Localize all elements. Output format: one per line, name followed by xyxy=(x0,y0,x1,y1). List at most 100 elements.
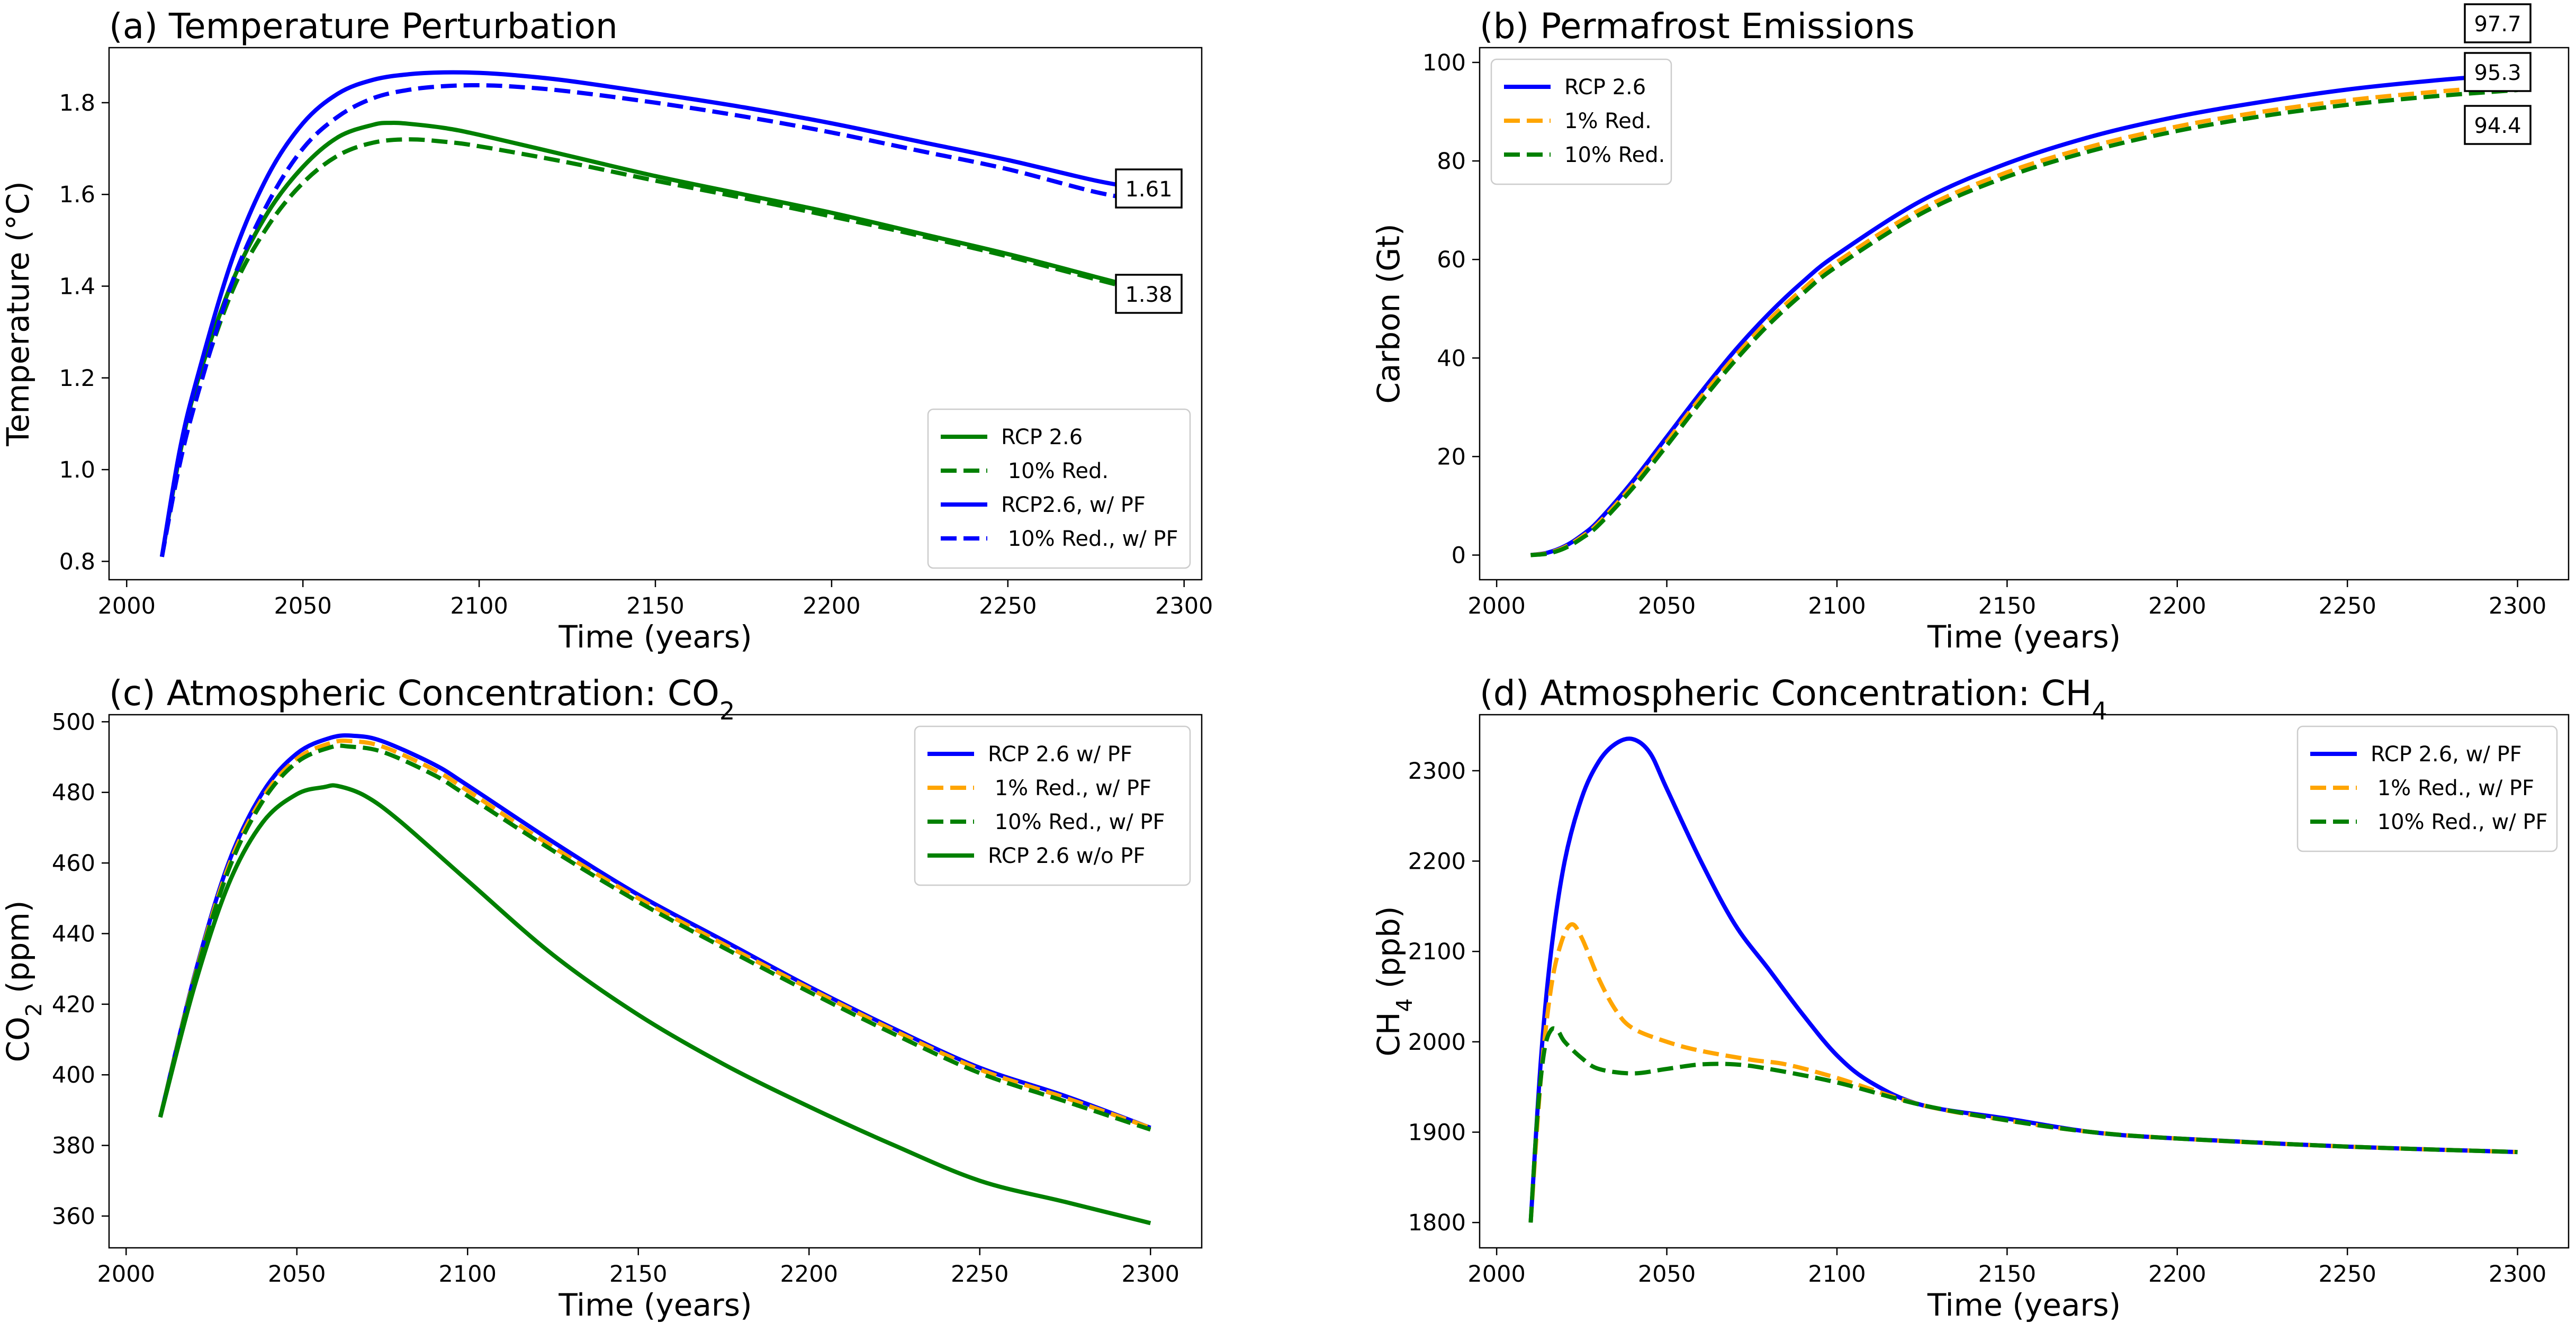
x-axis-label: Time (years) xyxy=(558,1287,752,1323)
y-tick-label: 1.2 xyxy=(59,365,95,392)
x-tick-label: 2050 xyxy=(274,593,331,619)
x-tick-label: 2200 xyxy=(780,1261,838,1288)
series-line-1 xyxy=(159,121,1150,557)
y-tick-label: 2000 xyxy=(1408,1029,1466,1056)
value-annotation: 94.4 xyxy=(2464,105,2532,145)
x-tick-label: 2150 xyxy=(609,1261,667,1288)
x-tick-label: 2100 xyxy=(439,1261,497,1288)
legend-label: 1% Red., w/ PF xyxy=(988,776,1151,800)
chart-title: (a) Temperature Perturbation xyxy=(109,6,618,47)
series-line-4 xyxy=(158,783,1151,1226)
chart-title: (b) Permafrost Emissions xyxy=(1480,6,1915,47)
x-tick-label: 2100 xyxy=(450,593,508,619)
x-axis-label: Time (years) xyxy=(1927,1287,2121,1323)
y-tick-label: 40 xyxy=(1437,345,1466,372)
plot-frame xyxy=(108,47,1203,581)
series-line-3 xyxy=(1530,88,2518,557)
legend-box xyxy=(2296,725,2558,852)
y-tick-label: 400 xyxy=(52,1062,95,1088)
legend-label: 10% Red. xyxy=(1001,459,1109,483)
series-line-3 xyxy=(159,70,1149,557)
y-tick-label: 1800 xyxy=(1408,1210,1466,1236)
y-tick-label: 460 xyxy=(52,850,95,877)
chart-panel-c: (c) Atmospheric Concentration: CO2 2000 20… xyxy=(0,673,1203,1323)
y-tick-label: 380 xyxy=(52,1133,95,1159)
annotation-text: 95.3 xyxy=(2474,61,2521,85)
plot-frame xyxy=(1479,47,2570,581)
y-tick-label: 1.8 xyxy=(59,90,95,116)
legend-label: 10% Red., w/ PF xyxy=(988,810,1165,834)
y-tick-label: 1900 xyxy=(1408,1120,1466,1146)
legend-label: 10% Red. xyxy=(1564,143,1665,167)
y-tick-label: 20 xyxy=(1437,444,1466,470)
annotation-text: 97.7 xyxy=(2474,12,2521,37)
y-tick-label: 2300 xyxy=(1408,758,1466,785)
y-tick-label: 1.6 xyxy=(59,182,95,208)
y-tick-label: 100 xyxy=(1422,50,1466,76)
y-tick-label: 360 xyxy=(52,1203,95,1230)
legend: RCP 2.6 w/ PF 1% Red., w/ PF 10% Red., w… xyxy=(914,725,1191,886)
legend: RCP 2.6 1% Red. 10% Red. xyxy=(1490,58,1672,185)
x-tick-label: 2100 xyxy=(1808,593,1866,619)
x-tick-label: 2000 xyxy=(1467,593,1525,619)
x-tick-label: 2150 xyxy=(626,593,684,619)
y-axis-label: CO2 (ppm) xyxy=(0,901,47,1063)
x-tick-label: 2300 xyxy=(2489,593,2546,619)
legend-label: RCP2.6, w/ PF xyxy=(1001,493,1146,517)
y-tick-label: 500 xyxy=(52,709,95,735)
x-tick-label: 2150 xyxy=(1978,1261,2036,1288)
y-tick-label: 0 xyxy=(1452,542,1466,569)
chart-panel-b: (b) Permafrost Emissions 2000 2050 2100 2150… xyxy=(1371,3,2570,655)
x-tick-label: 2200 xyxy=(2148,593,2206,619)
x-axis-label: Time (years) xyxy=(558,619,752,655)
x-tick-label: 2300 xyxy=(2489,1261,2546,1288)
y-axis-label: Carbon (Gt) xyxy=(1371,223,1407,403)
legend-label: 10% Red., w/ PF xyxy=(1001,527,1178,551)
series-line-3 xyxy=(158,743,1151,1132)
value-annotation: 1.38 xyxy=(1115,274,1183,314)
value-annotation: 97.7 xyxy=(2464,3,2532,43)
y-tick-label: 480 xyxy=(52,780,95,806)
y-tick-label: 440 xyxy=(52,921,95,947)
y-tick-label: 0.8 xyxy=(59,548,95,575)
x-tick-label: 2200 xyxy=(803,593,860,619)
x-tick-label: 2050 xyxy=(1638,593,1696,619)
legend-label: RCP 2.6 xyxy=(1001,425,1083,449)
y-axis-label: CH4 (ppb) xyxy=(1371,906,1417,1056)
legend: RCP 2.6 10% Red. RCP2.6, w/ PF 10% Red., … xyxy=(927,408,1191,569)
chart-panel-d: (d) Atmospheric Concentration: CH4 2000 20… xyxy=(1371,673,2570,1323)
x-tick-label: 2250 xyxy=(2318,593,2376,619)
x-tick-label: 2050 xyxy=(1638,1261,1696,1288)
y-tick-label: 420 xyxy=(52,992,95,1018)
y-tick-label: 80 xyxy=(1437,148,1466,175)
value-annotation: 1.61 xyxy=(1115,168,1183,209)
chart-title: (d) Atmospheric Concentration: CH4 xyxy=(1480,673,2107,725)
plot-frame xyxy=(1479,714,2570,1249)
x-tick-label: 2000 xyxy=(98,593,156,619)
x-tick-label: 2250 xyxy=(979,593,1037,619)
series-line-3 xyxy=(1528,1026,2518,1223)
legend-label: RCP 2.6 w/o PF xyxy=(988,844,1145,868)
legend-box xyxy=(927,408,1191,569)
x-tick-label: 2250 xyxy=(2318,1261,2376,1288)
y-axis-label: Temperature (°C) xyxy=(0,181,36,447)
x-tick-label: 2150 xyxy=(1978,593,2036,619)
x-tick-label: 2200 xyxy=(2148,1261,2206,1288)
series-line-4 xyxy=(159,83,1149,557)
y-tick-label: 2100 xyxy=(1408,939,1466,965)
chart-title: (c) Atmospheric Concentration: CO2 xyxy=(109,673,735,725)
value-annotation: 95.3 xyxy=(2464,52,2532,92)
x-axis-label: Time (years) xyxy=(1927,619,2121,655)
chart-panel-a: (a) Temperature Perturbation 2000 2050 2100… xyxy=(0,6,1213,655)
x-tick-label: 2000 xyxy=(97,1261,155,1288)
x-tick-label: 2100 xyxy=(1808,1261,1866,1288)
legend: RCP 2.6, w/ PF 1% Red., w/ PF 10% Red., … xyxy=(2296,725,2558,852)
legend-label: 10% Red., w/ PF xyxy=(2371,810,2548,834)
legend-label: 1% Red., w/ PF xyxy=(2371,776,2534,800)
y-tick-label: 2200 xyxy=(1408,848,1466,875)
annotation-text: 1.61 xyxy=(1125,177,1172,202)
y-tick-label: 1.0 xyxy=(59,457,95,483)
x-tick-label: 2250 xyxy=(951,1261,1008,1288)
legend-label: RCP 2.6 w/ PF xyxy=(988,742,1132,767)
